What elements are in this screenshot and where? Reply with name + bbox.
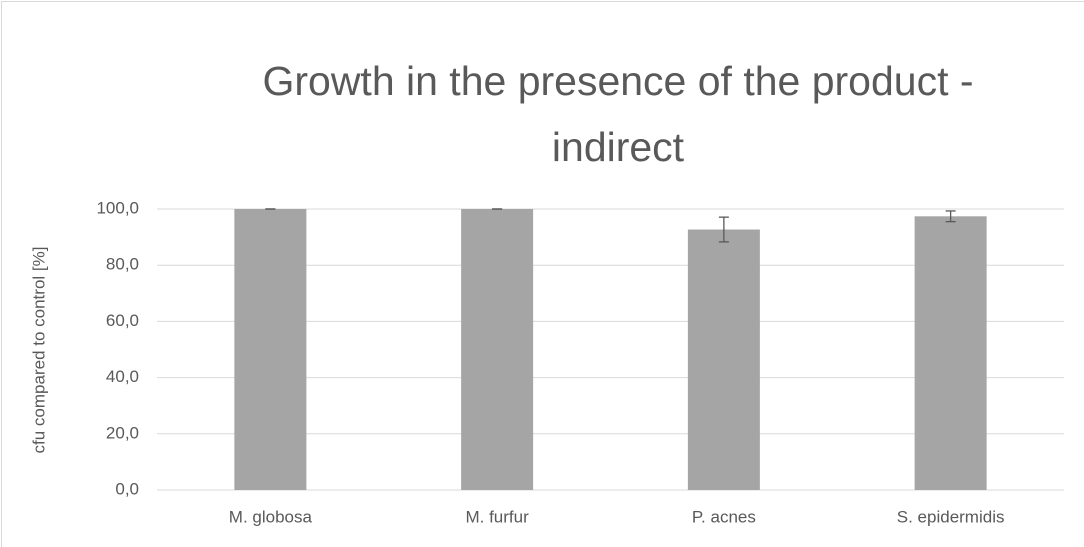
x-tick-label: M. globosa xyxy=(229,507,313,526)
x-tick-label: M. furfur xyxy=(465,507,529,526)
bar xyxy=(687,229,760,490)
bar xyxy=(461,209,534,490)
y-tick-label: 0,0 xyxy=(115,479,139,498)
y-tick-label: 80,0 xyxy=(106,255,139,274)
y-tick-label: 40,0 xyxy=(106,367,139,386)
y-axis-label: cfu compared to control [%] xyxy=(29,247,48,454)
bar xyxy=(234,209,307,490)
x-tick-label: S. epidermidis xyxy=(897,507,1005,526)
chart-title: Growth in the presence of the product - … xyxy=(262,58,974,170)
bar xyxy=(914,216,987,490)
x-tick-label: P. acnes xyxy=(692,507,756,526)
error-bar xyxy=(945,210,956,223)
y-tick-label: 20,0 xyxy=(106,423,139,442)
error-bar xyxy=(718,216,729,243)
y-tick-label: 100,0 xyxy=(96,198,139,217)
y-tick-label: 60,0 xyxy=(106,311,139,330)
